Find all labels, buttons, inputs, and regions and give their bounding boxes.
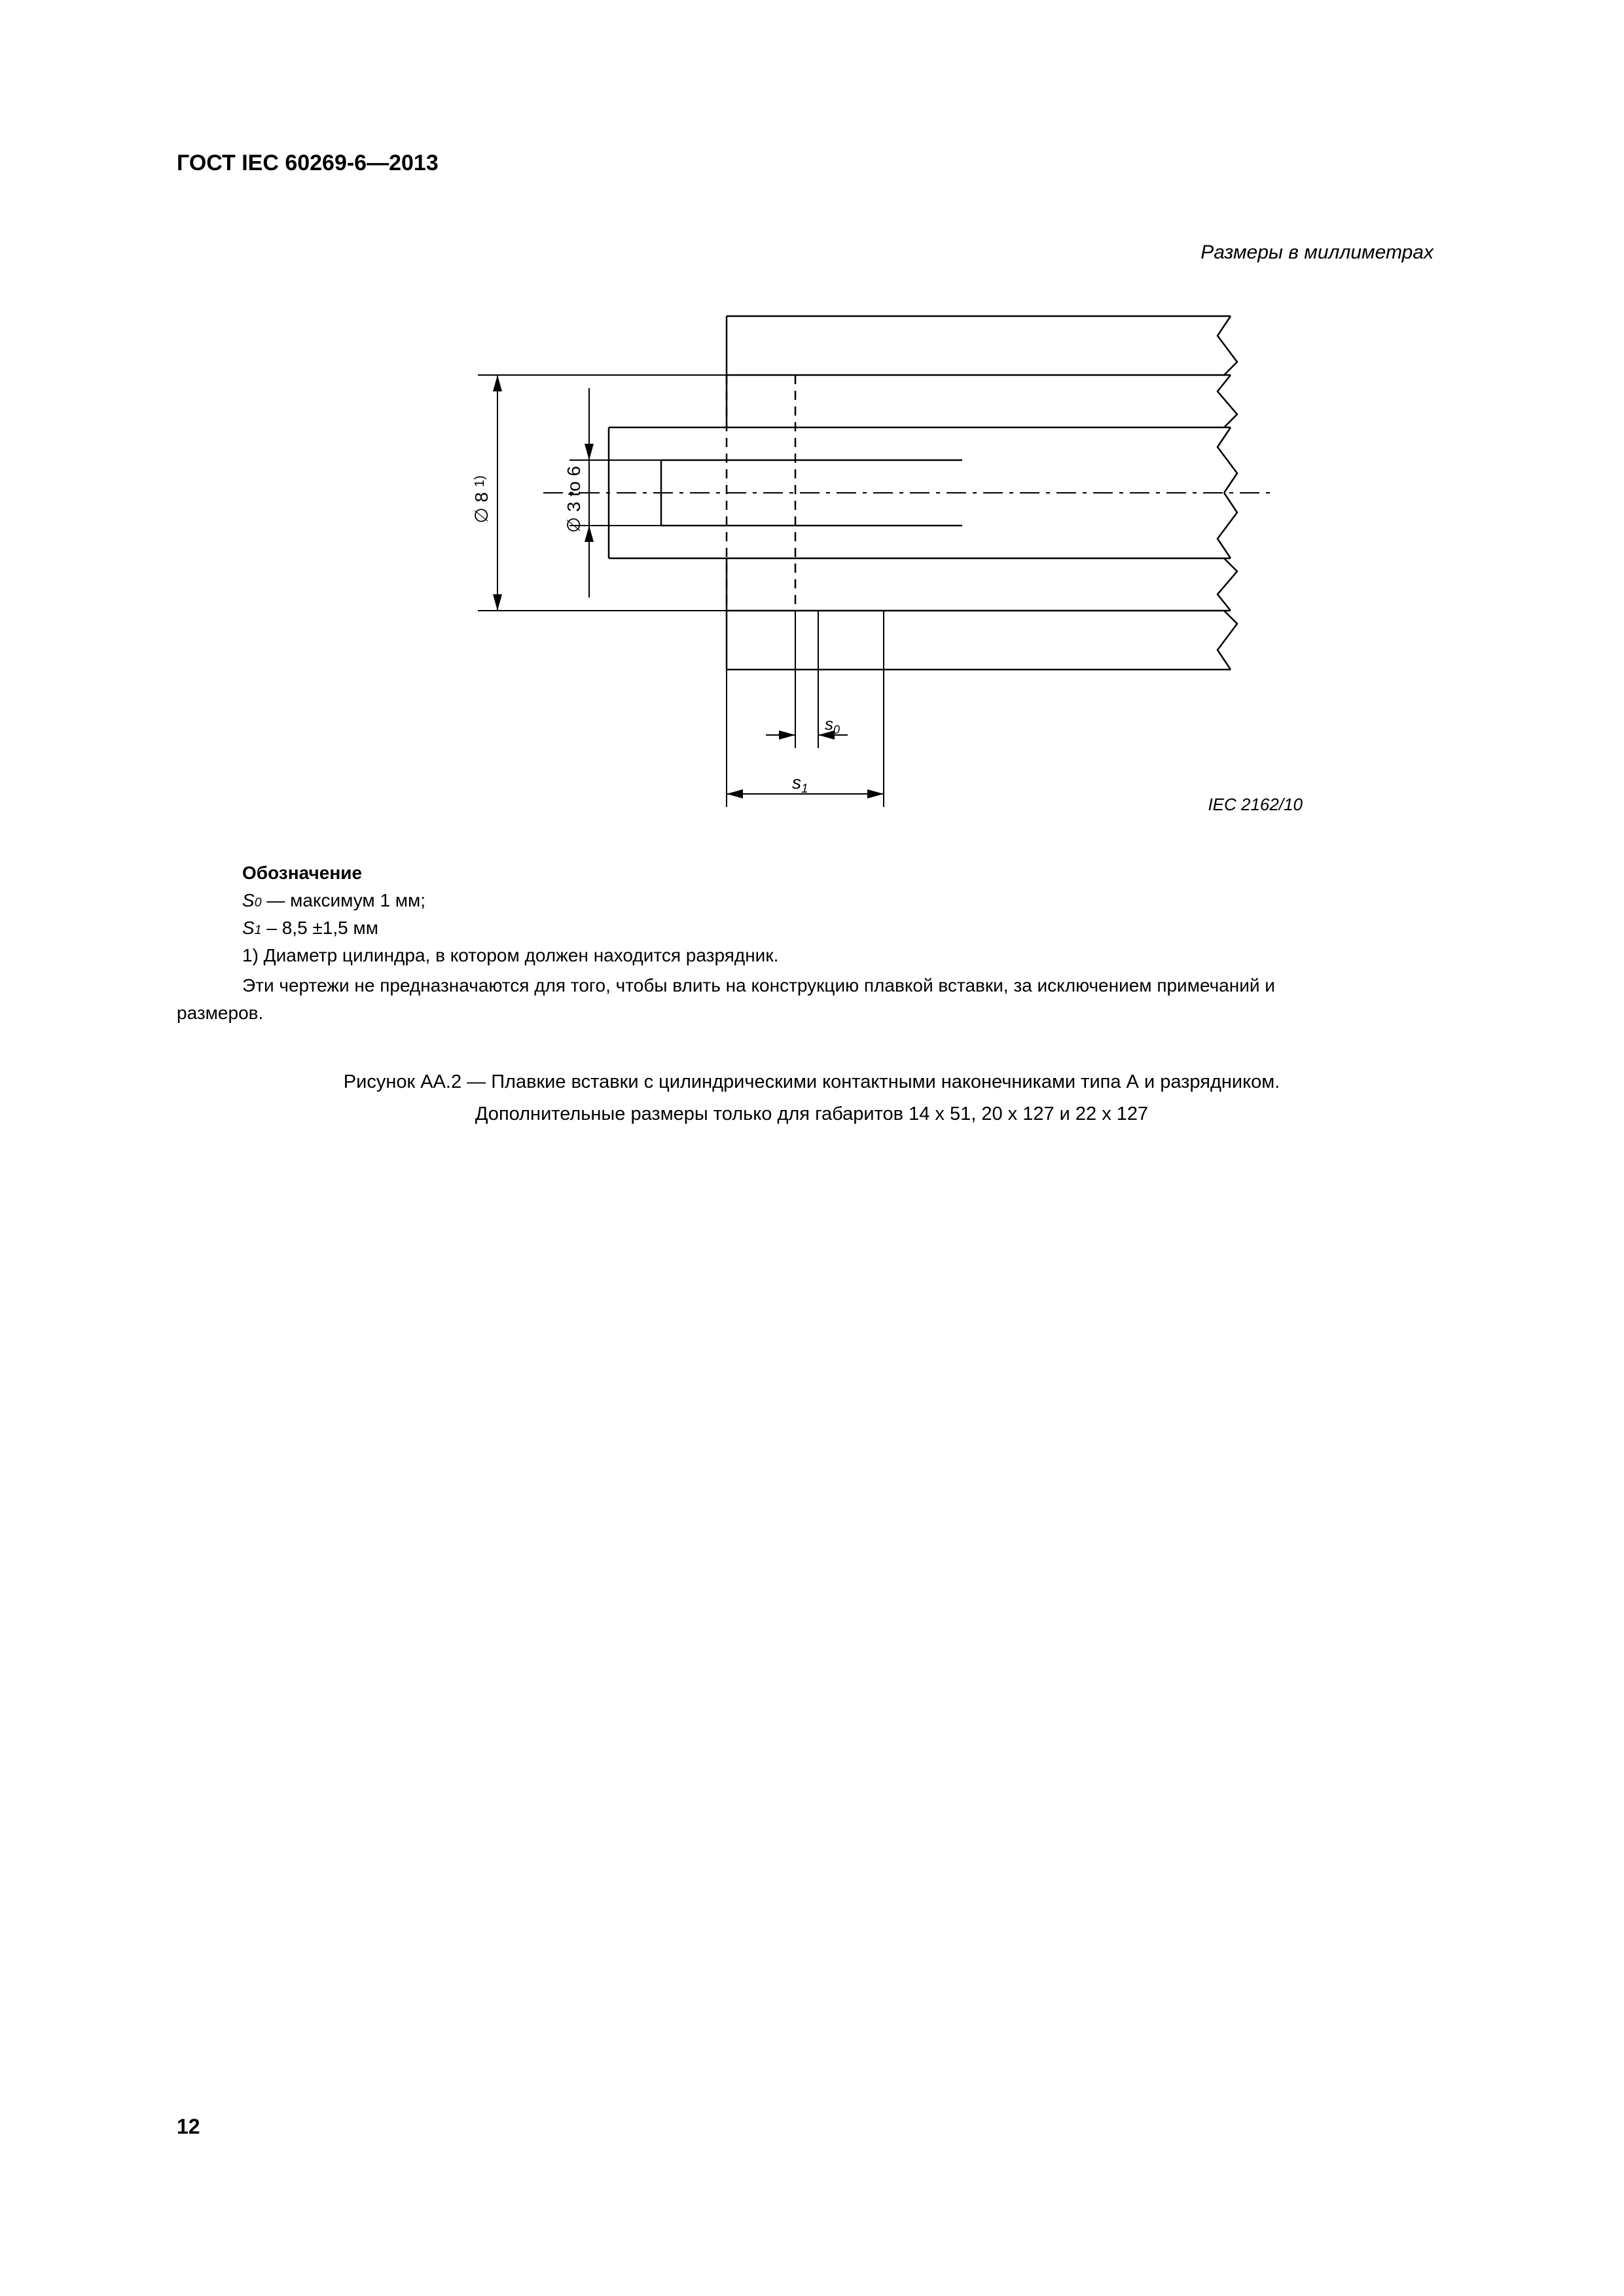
s0-label: s0 (825, 714, 840, 736)
iec-reference: IEC 2162/10 (1208, 795, 1303, 815)
figure-caption: Рисунок АА.2 — Плавкие вставки с цилиндр… (177, 1066, 1447, 1131)
legend-item-s0: S0 — максимум 1 мм; (242, 887, 1447, 914)
document-header: ГОСТ IEC 60269-6—2013 (177, 151, 1447, 176)
s1-label: s1 (792, 772, 808, 796)
drawing-svg: ∅ 8 1) ∅ 3 to 6 s0 s1 (255, 290, 1368, 820)
legend-item-s1: S1 – 8,5 ±1,5 мм (242, 914, 1447, 942)
figure-aa2: ∅ 8 1) ∅ 3 to 6 s0 s1 IEC 2162/10 (255, 290, 1368, 820)
legend-title: Обозначение (242, 859, 1447, 887)
legend-block: Обозначение S0 — максимум 1 мм; S1 – 8,5… (242, 859, 1447, 969)
dim-inner-label: ∅ 3 to 6 (564, 466, 584, 533)
legend-note2: Эти чертежи не предназначаются для того,… (177, 972, 1447, 1027)
dim-outer-label: ∅ 8 1) (471, 475, 492, 523)
legend-note1: 1) Диаметр цилиндра, в котором должен на… (242, 942, 1447, 969)
page-number: 12 (177, 2115, 200, 2139)
units-note: Размеры в миллиметрах (177, 242, 1447, 264)
